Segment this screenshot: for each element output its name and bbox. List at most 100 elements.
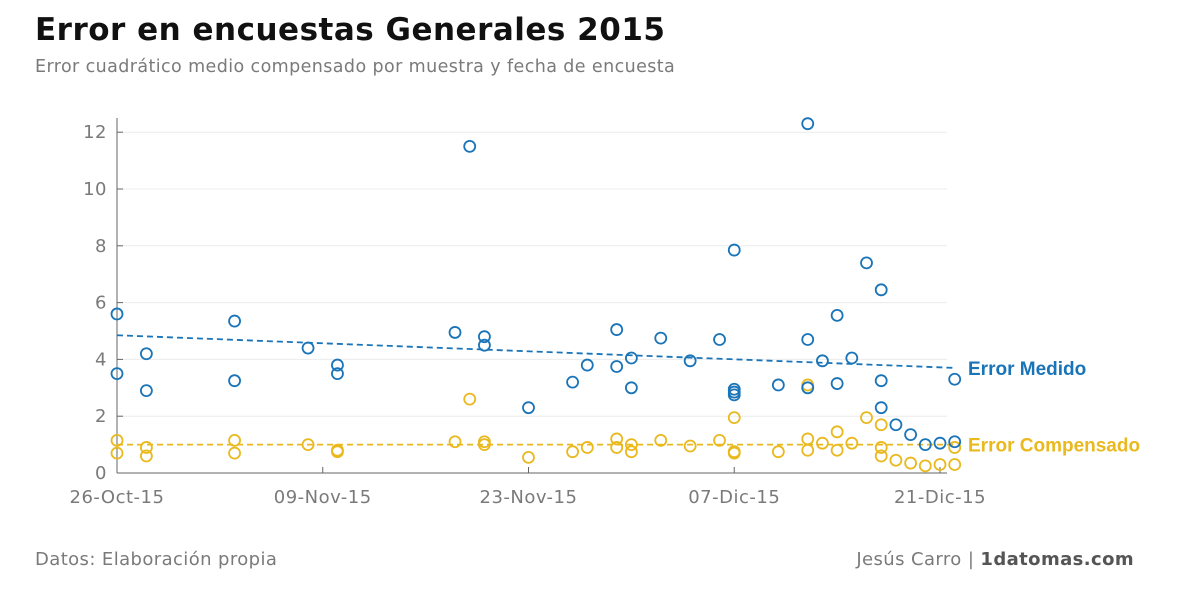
x-tick-label: 09-Nov-15 [274,487,372,508]
axes: 0 2 4 6 8 10 12 26-Oct-15 09-Nov-15 23-Nov-15 07-D… [70,118,986,508]
point-error-medido [624,351,638,365]
y-tick-label: 10 [83,179,107,200]
y-tick-label: 12 [83,122,107,143]
point-error-medido [110,367,124,381]
point-error-medido [948,372,962,386]
point-error-compensado [830,443,844,457]
x-tick-label: 26-Oct-15 [70,487,165,508]
point-error-compensado [713,433,726,447]
point-error-medido [683,354,697,368]
point-error-compensado [654,433,668,447]
author-credit: Jesús Carro | 1datomas.com [856,549,1134,570]
point-error-compensado [948,458,962,471]
point-error-medido [331,367,344,381]
point-error-medido [727,243,741,257]
point-error-compensado [463,392,477,406]
point-error-medido [610,323,624,336]
point-error-compensado [874,449,888,463]
series-label-compensado: Error Compensado [968,436,1140,457]
point-error-compensado [478,438,491,452]
y-tick-label: 6 [95,293,107,314]
point-error-medido [139,384,153,398]
point-error-compensado [139,449,153,463]
point-error-compensado [727,446,741,460]
point-error-medido [801,333,815,346]
point-error-compensado [933,458,947,471]
point-error-medido [624,381,638,395]
point-error-medido [830,308,844,322]
data-source: Datos: Elaboración propia [35,549,278,570]
point-error-compensado [816,436,829,450]
data-points [110,117,962,473]
point-error-medido [228,314,241,328]
point-error-medido [610,360,624,373]
point-error-medido [889,418,903,432]
point-error-medido [860,256,873,270]
point-error-medido [580,358,594,372]
point-error-medido [478,338,491,352]
chart-title: Error en encuestas Generales 2015 [35,12,666,48]
point-error-medido [331,358,344,372]
point-error-medido [830,377,844,390]
point-error-compensado [727,411,741,425]
x-tick-label: 21-Dic-15 [894,487,986,508]
point-error-compensado [874,441,888,454]
point-error-compensado [566,445,579,459]
point-error-medido [478,330,491,344]
point-error-compensado [448,435,462,449]
point-error-medido [566,375,579,389]
point-error-compensado [580,441,594,454]
grid-lines [117,131,947,417]
author-name: Jesús Carro | [856,549,975,570]
point-error-medido [816,354,829,368]
point-error-medido [463,139,477,153]
point-error-compensado [110,433,124,447]
point-error-medido [845,351,859,365]
point-error-compensado [228,446,241,460]
point-error-medido [874,374,888,388]
trend-lines [116,334,955,446]
point-error-medido [771,378,785,392]
point-error-compensado [139,441,153,454]
point-error-compensado [948,441,962,454]
x-tick-label: 23-Nov-15 [480,487,578,508]
point-error-compensado [904,456,918,470]
y-tick-label: 4 [95,349,107,370]
point-error-compensado [624,438,638,452]
point-error-medido [301,341,315,355]
point-error-compensado [228,433,241,447]
point-error-compensado [624,445,638,459]
chart-subtitle: Error cuadrático medio compensado por mu… [35,57,676,77]
point-error-compensado [110,446,124,460]
point-error-medido [904,428,918,442]
point-error-medido [727,388,741,402]
point-error-medido [948,435,962,449]
point-error-medido [801,381,815,395]
point-error-compensado [918,459,932,473]
y-tick-label: 0 [95,463,107,484]
point-error-compensado [610,441,624,454]
point-error-compensado [522,450,535,464]
point-error-medido [918,438,932,452]
point-error-compensado [860,411,873,425]
brand-link[interactable]: 1datomas.com [980,549,1134,570]
point-error-compensado [331,445,344,459]
point-error-compensado [801,443,815,457]
point-error-medido [713,333,726,346]
point-error-medido [933,436,947,450]
point-error-compensado [801,432,815,446]
point-error-medido [874,401,888,415]
point-error-medido [874,283,888,297]
point-error-compensado [830,425,844,439]
point-error-medido [139,347,153,361]
point-error-compensado [889,453,903,467]
series-label-medido: Error Medido [968,359,1086,380]
point-error-compensado [874,418,888,432]
series-labels: Error Medido Error Compensado [968,359,1140,457]
point-error-medido [654,331,668,345]
x-tick-label: 07-Dic-15 [688,487,780,508]
point-error-compensado [771,445,785,459]
point-error-medido [448,326,462,339]
point-error-medido [228,374,241,388]
